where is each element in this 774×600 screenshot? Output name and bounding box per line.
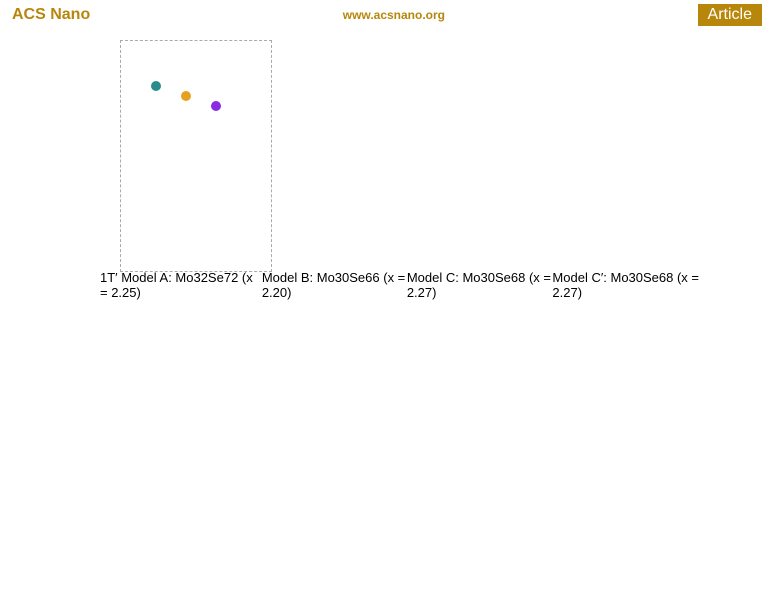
journal-name: ACS Nano (12, 6, 91, 23)
model-label: Model C: Mo30Se68 (x = 2.27) (406, 270, 551, 300)
model-label: Model B: Mo30Se66 (x = 2.20) (261, 270, 406, 300)
extra-se-atom (211, 101, 221, 111)
se-atom (181, 91, 191, 101)
mo-atom (151, 81, 161, 91)
model-label: Model C′: Mo30Se68 (x = 2.27) (552, 270, 700, 300)
crystal-panel-a (120, 40, 272, 272)
section-badge: Article (697, 4, 762, 26)
url: www.acsnano.org (342, 8, 446, 22)
model-label: 1T′ Model A: Mo32Se72 (x = 2.25) (100, 270, 253, 300)
